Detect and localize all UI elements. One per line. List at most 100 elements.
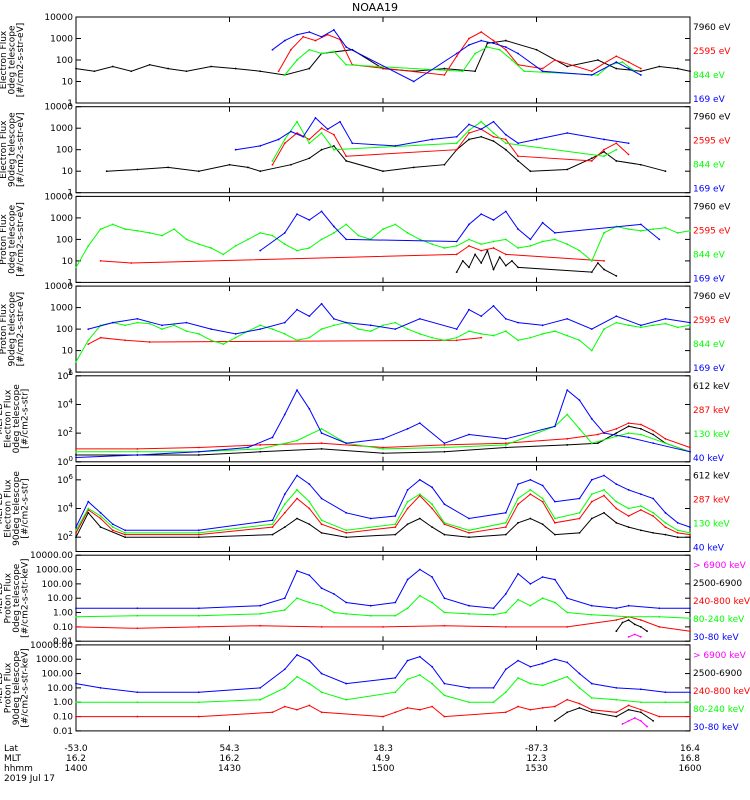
data-point bbox=[492, 334, 495, 337]
data-point bbox=[210, 247, 212, 249]
data-point bbox=[455, 339, 458, 342]
data-point bbox=[603, 148, 605, 151]
data-point bbox=[197, 531, 200, 534]
data-point bbox=[185, 70, 188, 73]
y-tick-label: 100 bbox=[56, 56, 73, 66]
data-point bbox=[455, 244, 458, 247]
data-point bbox=[259, 145, 262, 147]
data-point bbox=[615, 630, 618, 633]
data-point bbox=[283, 332, 286, 335]
legend-item: 240-800 keV bbox=[693, 597, 750, 607]
data-point bbox=[590, 349, 593, 352]
data-point bbox=[345, 698, 348, 701]
legend-item: > 6900 keV bbox=[693, 651, 747, 661]
y-axis-label: MEPEDElectron Flux0deg telescope[#/cm2-s… bbox=[0, 384, 31, 454]
x-tick-mlt: 16.2 bbox=[66, 754, 86, 764]
series-130-kev bbox=[76, 413, 691, 453]
data-point bbox=[652, 497, 655, 500]
data-point bbox=[443, 442, 446, 445]
data-point bbox=[658, 625, 661, 628]
x-tick-mlt: 16.8 bbox=[680, 754, 700, 764]
data-point bbox=[296, 497, 298, 500]
y-tick-label: 1.00 bbox=[53, 698, 73, 708]
data-point bbox=[320, 238, 323, 241]
data-point bbox=[517, 247, 519, 249]
y-tick-label: 1000.00 bbox=[36, 566, 73, 576]
data-point bbox=[259, 324, 262, 327]
data-point bbox=[320, 210, 323, 213]
x-tick-mlt: 12.3 bbox=[526, 754, 546, 764]
data-point bbox=[615, 607, 618, 610]
data-point bbox=[492, 701, 495, 704]
data-point bbox=[382, 228, 384, 231]
data-point bbox=[590, 493, 593, 496]
data-point bbox=[517, 521, 519, 524]
data-point bbox=[455, 271, 458, 274]
legend-item: 287 keV bbox=[693, 496, 730, 506]
legend-item: 169 eV bbox=[693, 364, 726, 374]
data-point bbox=[652, 511, 655, 514]
series-30-80-kev bbox=[76, 568, 690, 609]
data-point bbox=[504, 210, 507, 213]
data-point bbox=[431, 486, 434, 489]
data-point bbox=[394, 523, 397, 526]
data-point bbox=[277, 138, 280, 141]
data-point bbox=[535, 48, 538, 51]
data-point bbox=[590, 74, 593, 76]
data-point bbox=[308, 247, 311, 249]
data-point bbox=[296, 708, 298, 711]
data-point bbox=[185, 321, 188, 324]
data-point bbox=[75, 456, 77, 459]
data-point bbox=[345, 511, 348, 514]
data-point bbox=[443, 446, 446, 449]
data-point bbox=[468, 138, 470, 141]
panel-frame bbox=[75, 644, 691, 732]
data-point bbox=[652, 433, 655, 436]
legend-item: 169 eV bbox=[693, 274, 726, 284]
data-point bbox=[369, 330, 372, 333]
data-point bbox=[259, 444, 262, 446]
data-point bbox=[492, 135, 495, 138]
data-point bbox=[308, 138, 311, 141]
legend-item: 80-240 keV bbox=[693, 705, 745, 715]
data-point bbox=[185, 238, 188, 241]
data-point bbox=[541, 70, 544, 73]
panel-frame bbox=[75, 285, 691, 373]
legend-item: 130 keV bbox=[693, 520, 730, 530]
data-point bbox=[308, 500, 311, 503]
data-point bbox=[111, 223, 114, 226]
data-point bbox=[627, 615, 630, 618]
data-point bbox=[468, 330, 470, 333]
data-point bbox=[234, 332, 237, 335]
panel-8: 0.01 0.10 1.00 10.00 100.00 1000.00 10000.00ME… bbox=[0, 641, 750, 737]
data-point bbox=[468, 529, 470, 532]
data-point bbox=[615, 715, 618, 718]
data-point bbox=[124, 531, 127, 534]
data-point bbox=[652, 531, 655, 534]
data-point bbox=[529, 708, 532, 711]
data-point bbox=[320, 497, 323, 500]
data-point bbox=[639, 529, 642, 532]
data-point bbox=[283, 138, 286, 141]
data-point bbox=[136, 614, 139, 617]
data-point bbox=[689, 324, 691, 327]
data-point bbox=[541, 240, 544, 243]
data-point bbox=[486, 46, 489, 48]
data-point bbox=[290, 48, 292, 51]
series-287-kev bbox=[75, 493, 691, 536]
data-point bbox=[148, 341, 151, 343]
data-point bbox=[320, 625, 323, 628]
data-point bbox=[627, 142, 630, 145]
data-point bbox=[283, 74, 286, 76]
data-point bbox=[351, 142, 354, 145]
series-7960-ev bbox=[75, 40, 691, 76]
data-point bbox=[296, 675, 298, 678]
legend-item: > 6900 keV bbox=[693, 561, 747, 571]
data-point bbox=[87, 339, 90, 342]
data-point bbox=[345, 223, 348, 226]
data-point bbox=[296, 120, 298, 123]
data-point bbox=[259, 447, 262, 450]
panel-3: 1 10 100 1000 10000 Proton Flux0deg telescope… bbox=[0, 192, 731, 288]
data-point bbox=[603, 474, 605, 477]
x-tick-hhmm: 1430 bbox=[218, 764, 241, 774]
